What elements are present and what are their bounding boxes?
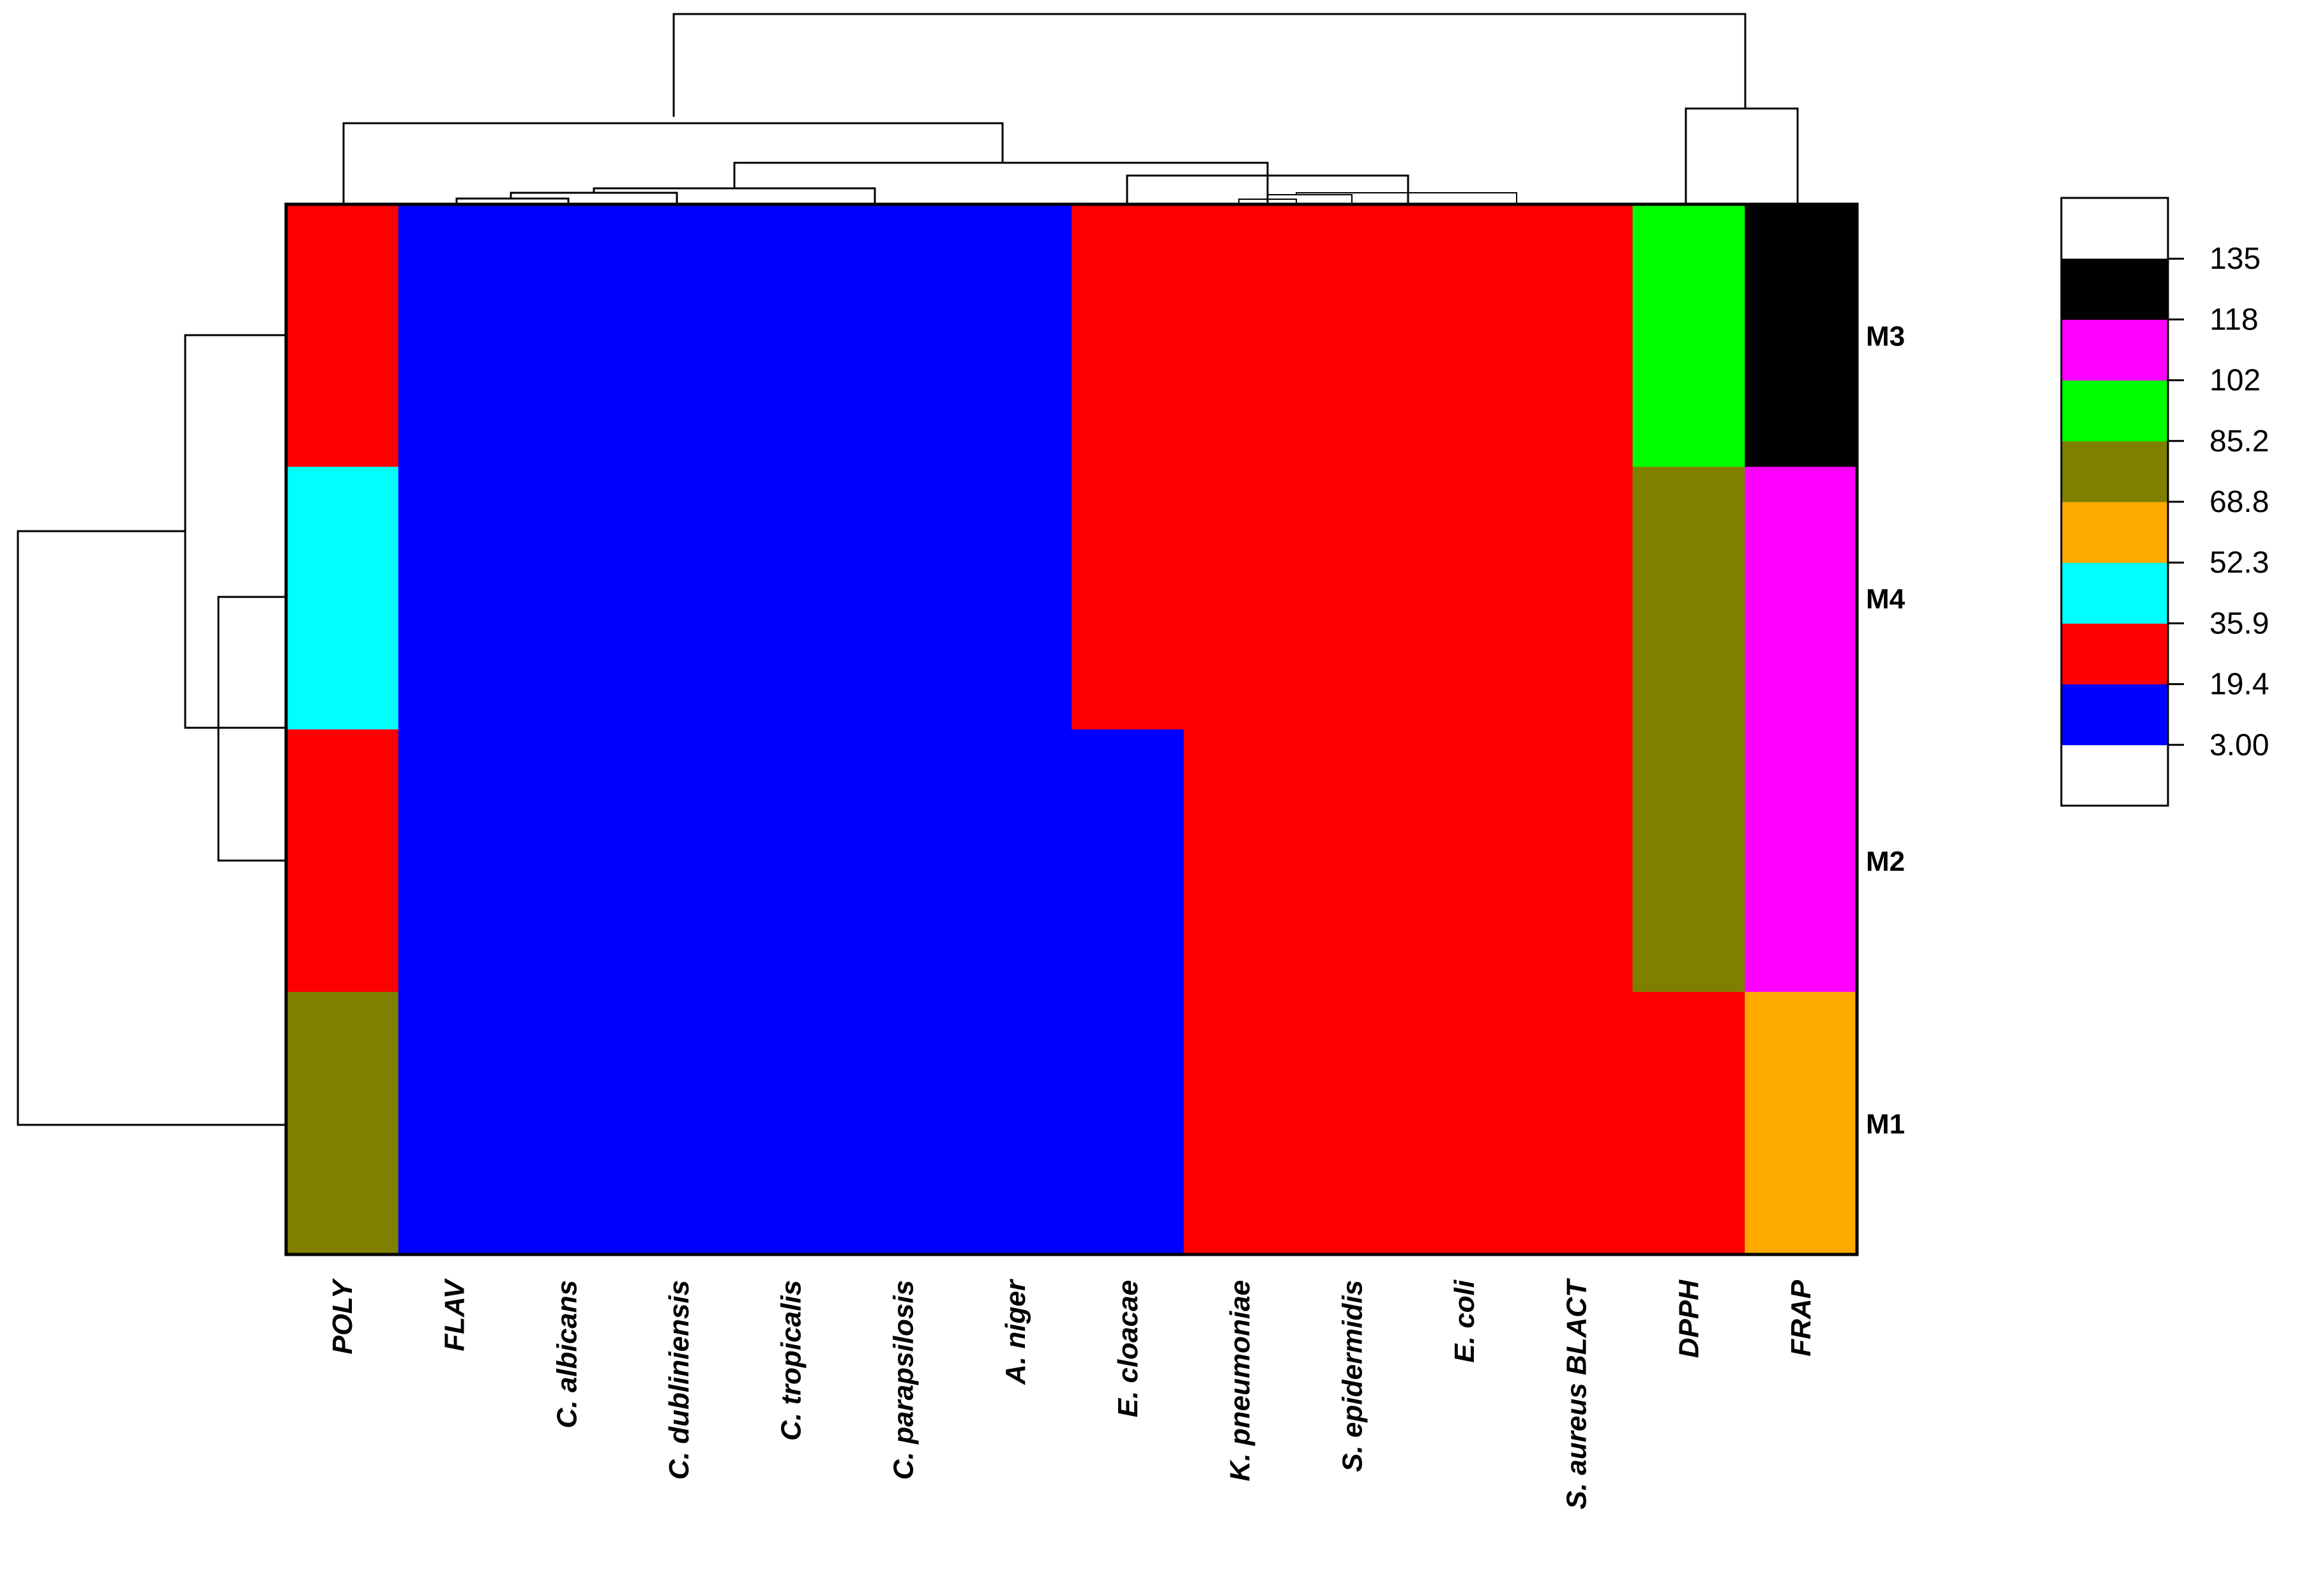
- heatmap-cell: [959, 991, 1072, 1255]
- heatmap-cell: [1632, 204, 1745, 467]
- legend-swatch: [2061, 380, 2168, 442]
- legend-swatch: [2061, 259, 2168, 320]
- heatmap-cell: [510, 204, 623, 467]
- column-label: S. epidermidis: [1337, 1280, 1368, 1472]
- legend-swatch: [2061, 440, 2168, 502]
- heatmap-cell: [1072, 204, 1185, 467]
- heatmap-cell: [398, 729, 512, 993]
- row-labels: M3 M4 M2 M1: [1866, 321, 1906, 1140]
- legend-tick-label: 85.2: [2209, 425, 2269, 458]
- heatmap-cell: [1632, 467, 1745, 730]
- legend-tick-label: 19.4: [2209, 668, 2269, 702]
- heatmap-cell: [1632, 991, 1745, 1255]
- legend-tick-label: 118: [2209, 303, 2259, 336]
- column-label: C. albicans: [551, 1280, 582, 1428]
- column-label: FLAV: [439, 1277, 471, 1351]
- legend-swatch: [2061, 319, 2168, 381]
- heatmap-cell: [1745, 991, 1858, 1255]
- heatmap-cell: [1183, 204, 1297, 467]
- heatmap-cell: [623, 467, 736, 730]
- column-label: E. coli: [1449, 1279, 1480, 1362]
- heatmap-cell: [959, 204, 1072, 467]
- heatmap-cell: [1408, 991, 1521, 1255]
- heatmap-cell: [286, 204, 399, 467]
- heatmap-cell: [286, 729, 399, 993]
- heatmap-cell: [1408, 467, 1521, 730]
- heatmap-cell: [623, 729, 736, 993]
- heatmap-cells: [286, 204, 1858, 1255]
- heatmap-cell: [1183, 991, 1297, 1255]
- color-legend: 3.00 19.4 35.9 52.3 68.8 85.2 102 118 135: [2060, 197, 2269, 807]
- column-label: S. aureus BLACT: [1561, 1278, 1593, 1510]
- legend-tick-label: 52.3: [2209, 546, 2269, 580]
- legend-swatch: [2061, 623, 2168, 685]
- column-label: FRAP: [1785, 1279, 1817, 1356]
- row-label: M3: [1866, 321, 1905, 352]
- heatmap-cell: [398, 467, 512, 730]
- row-label: M4: [1866, 583, 1906, 615]
- row-label: M2: [1866, 846, 1905, 877]
- heatmap-cell: [734, 729, 848, 993]
- heatmap-cell: [510, 991, 623, 1255]
- heatmap-cell: [623, 991, 736, 1255]
- heatmap-cell: [1296, 729, 1409, 993]
- heatmap-border: [284, 202, 1859, 1256]
- legend-swatch: [2061, 684, 2168, 746]
- legend-tick-label: 35.9: [2209, 606, 2269, 640]
- heatmap-cell: [734, 204, 848, 467]
- column-label: POLY: [327, 1277, 358, 1354]
- column-label: C. tropicalis: [776, 1280, 807, 1441]
- heatmap-cell: [1408, 204, 1521, 467]
- heatmap-cell: [1296, 467, 1409, 730]
- heatmap-cell: [959, 729, 1072, 993]
- heatmap-cell: [1183, 467, 1297, 730]
- heatmap-cell: [1296, 991, 1409, 1255]
- heatmap-cell: [847, 991, 960, 1255]
- heatmap-cell: [1745, 467, 1858, 730]
- legend-tick-label: 135: [2209, 242, 2261, 276]
- legend-swatch: [2061, 562, 2168, 624]
- column-dendrogram: [342, 13, 1799, 204]
- heatmap-cell: [510, 467, 623, 730]
- legend-swatch: [2061, 502, 2168, 563]
- heatmap-cell: [1520, 729, 1633, 993]
- column-label: K. pneumoniae: [1225, 1280, 1256, 1481]
- heatmap-cell: [847, 204, 960, 467]
- heatmap-cell: [734, 991, 848, 1255]
- column-label: E. cloacae: [1112, 1280, 1144, 1417]
- column-label: A. niger: [1000, 1278, 1031, 1385]
- row-label: M1: [1866, 1108, 1905, 1140]
- column-label: C. dubliniensis: [663, 1280, 695, 1480]
- heatmap-cell: [1520, 204, 1633, 467]
- legend-tick-label: 68.8: [2209, 485, 2269, 519]
- row-dendrogram: [17, 334, 286, 1126]
- heatmap-cell: [734, 467, 848, 730]
- heatmap-cell: [1520, 991, 1633, 1255]
- heatmap-cell: [1072, 729, 1185, 993]
- legend-tick-label: 102: [2209, 364, 2261, 398]
- heatmap-cell: [1072, 467, 1185, 730]
- column-label: DPPH: [1673, 1279, 1704, 1358]
- heatmap-cell: [1408, 729, 1521, 993]
- heatmap-cell: [1745, 204, 1858, 467]
- heatmap-cell: [286, 467, 399, 730]
- heatmap-cell: [623, 204, 736, 467]
- column-labels: POLY FLAV C. albicans C. dubliniensis C. tro…: [327, 1277, 1817, 1509]
- column-label: C. parapsilosis: [888, 1280, 919, 1480]
- heatmap-cell: [1296, 204, 1409, 467]
- heatmap-cell: [847, 467, 960, 730]
- heatmap-cell: [1520, 467, 1633, 730]
- heatmap-cell: [1745, 729, 1858, 993]
- heatmap-cell: [1632, 729, 1745, 993]
- heatmap-cell: [286, 991, 399, 1255]
- legend-tick-label: 3.00: [2209, 728, 2269, 762]
- heatmap-cell: [398, 204, 512, 467]
- heatmap-cell: [959, 467, 1072, 730]
- heatmap-cell: [847, 729, 960, 993]
- heatmap-cell: [1072, 991, 1185, 1255]
- heatmap-cell: [1183, 729, 1297, 993]
- heatmap-cell: [510, 729, 623, 993]
- heatmap-cell: [398, 991, 512, 1255]
